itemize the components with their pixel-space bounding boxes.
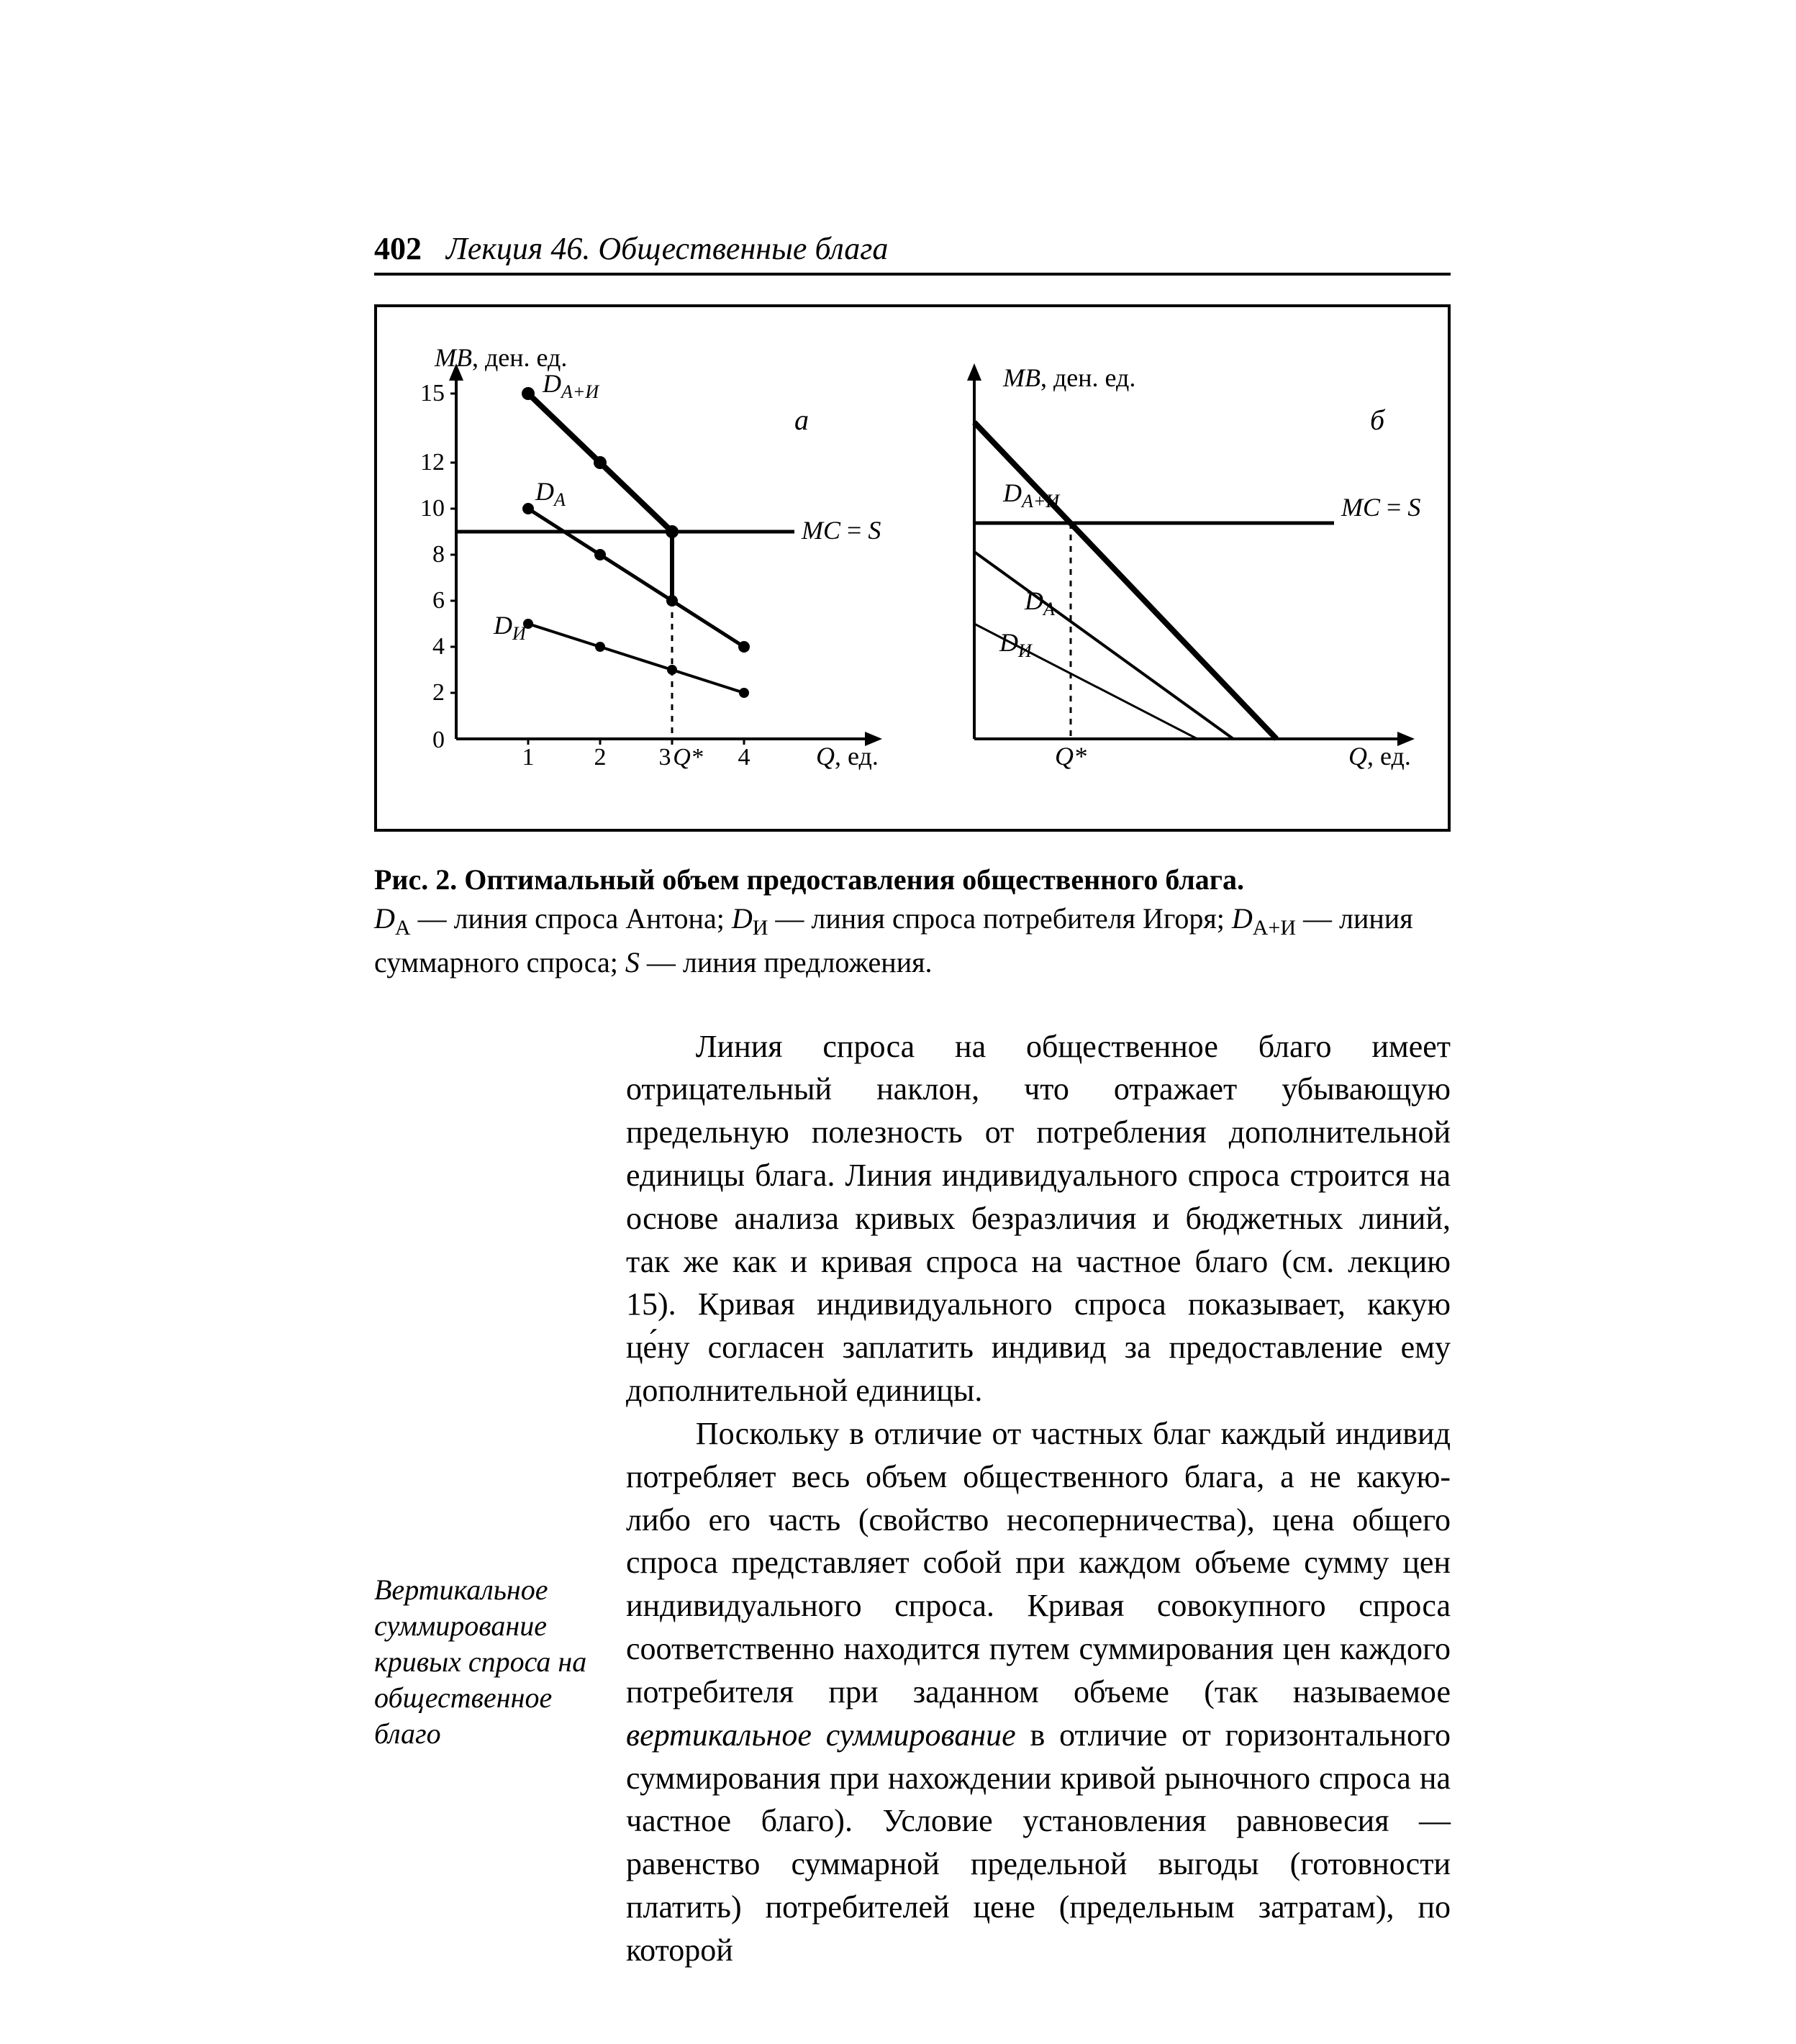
p2-part-a: Поскольку в отличие от частных благ кажд… [626, 1416, 1451, 1709]
cap-dai-sub: А+И [1253, 916, 1296, 940]
svg-text:8: 8 [432, 541, 445, 568]
svg-text:Q*: Q* [673, 744, 703, 771]
svg-text:DИ: DИ [493, 611, 527, 644]
panel-b-xlabel: Q, ед. [1348, 742, 1411, 771]
figure-caption: Рис. 2. Оптимальный объем предоставления… [374, 860, 1451, 982]
page-header: 402 Лекция 46. Общественные блага [374, 230, 1451, 276]
svg-text:1: 1 [522, 744, 535, 771]
main-column: Линия спроса на общественное благо имеет… [626, 1025, 1451, 1972]
svg-text:12: 12 [420, 449, 445, 476]
panel-a-ylabel: MB, ден. ед. [434, 343, 567, 372]
caption-title: Оптимальный объем предоставления обществ… [464, 863, 1244, 896]
svg-text:3: 3 [659, 744, 671, 771]
cap-di-sub: И [753, 916, 768, 940]
cap-da-txt: — линия спроса Антона; [411, 902, 732, 935]
panel-a: 0 2 4 6 8 10 12 15 1 2 3 Q* 4 [391, 336, 910, 786]
panel-a-xlabel: Q, ед. [816, 742, 879, 771]
svg-text:DИ: DИ [999, 628, 1033, 661]
p2-part-b: в отличие от горизонтального суммировани… [626, 1717, 1451, 1968]
svg-text:4: 4 [432, 633, 445, 660]
panel-b-qstar: Q* [1055, 742, 1087, 771]
cap-di-txt: — линия спроса потребителя Игоря; [768, 902, 1232, 935]
paragraph-1: Линия спроса на общественное благо имеет… [626, 1025, 1451, 1412]
panel-b-mc-label: MC = S [1341, 493, 1420, 522]
svg-text:0: 0 [432, 727, 445, 753]
running-title: Лекция 46. Общественные блага [446, 231, 888, 266]
panel-a-mc-label: MC = S [801, 516, 881, 545]
cap-da-sub: А [395, 916, 411, 940]
cap-s-txt: — линия предложения. [640, 946, 933, 978]
svg-text:10: 10 [420, 495, 445, 522]
svg-text:6: 6 [432, 587, 445, 614]
p2-em: вертикальное суммирование [626, 1717, 1016, 1753]
paragraph-2: Поскольку в отличие от частных благ кажд… [626, 1412, 1451, 1972]
svg-text:DА: DА [535, 477, 566, 510]
cap-da-sym: D [374, 902, 395, 935]
cap-di-sym: D [732, 902, 753, 935]
svg-text:15: 15 [420, 380, 445, 406]
page-number: 402 [374, 231, 422, 266]
panel-b-svg: MB, ден. ед. Q, ед. б MC = S Q* DА+И [924, 336, 1442, 782]
panel-b: MB, ден. ед. Q, ед. б MC = S Q* DА+И [924, 336, 1442, 786]
figure-frame: 0 2 4 6 8 10 12 15 1 2 3 Q* 4 [374, 304, 1451, 832]
svg-text:2: 2 [432, 679, 445, 706]
body-text: Вертикальное суммирование кривых спроса … [374, 1025, 1451, 1972]
panel-a-svg: 0 2 4 6 8 10 12 15 1 2 3 Q* 4 [391, 336, 910, 782]
svg-text:2: 2 [594, 744, 607, 771]
svg-text:DА: DА [1024, 586, 1055, 619]
panel-b-label: б [1370, 404, 1386, 436]
svg-text:DА+И: DА+И [542, 369, 599, 402]
margin-note: Вертикальное суммирование кривых спроса … [374, 1025, 597, 1972]
caption-prefix: Рис. 2. [374, 863, 464, 896]
svg-text:4: 4 [738, 744, 750, 771]
cap-dai-sym: D [1232, 902, 1253, 935]
cap-s-sym: S [625, 946, 640, 978]
panel-b-ylabel: MB, ден. ед. [1002, 363, 1135, 392]
panel-a-label: а [794, 404, 809, 436]
